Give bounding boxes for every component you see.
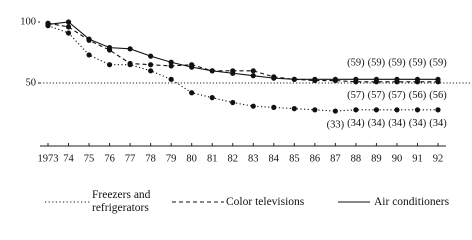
point-label: (59) xyxy=(347,58,365,69)
data-point xyxy=(106,62,113,68)
series-line xyxy=(47,25,438,112)
data-point xyxy=(148,62,154,68)
point-label: (56) xyxy=(409,90,427,101)
data-point xyxy=(106,45,113,51)
x-tick-label: 87 xyxy=(330,153,341,164)
data-point xyxy=(86,52,92,58)
point-label: (33) xyxy=(327,119,345,130)
x-tick-label: 92 xyxy=(433,153,444,164)
data-point xyxy=(332,108,338,114)
data-point xyxy=(271,75,277,81)
x-tick-label: 89 xyxy=(371,153,382,164)
y-tick-label: 100 xyxy=(20,16,36,27)
data-point xyxy=(373,107,380,113)
x-tick-label: 77 xyxy=(125,153,136,164)
x-tick-label: 79 xyxy=(166,153,177,164)
x-tick-label: 88 xyxy=(351,153,362,164)
point-label: (34) xyxy=(409,118,427,129)
x-tick-label: 74 xyxy=(63,153,74,164)
point-label: (34) xyxy=(388,118,406,129)
data-point xyxy=(230,70,236,76)
data-point xyxy=(414,76,421,82)
data-point xyxy=(148,68,154,74)
point-label: (59) xyxy=(429,58,447,69)
x-tick-label: 84 xyxy=(269,153,280,164)
data-point xyxy=(332,76,338,82)
data-point xyxy=(291,76,297,82)
data-point xyxy=(250,103,256,109)
x-tick-label: 78 xyxy=(145,153,156,164)
data-point xyxy=(209,95,215,101)
data-point xyxy=(250,73,256,79)
data-point xyxy=(291,106,297,112)
chart-svg: 50 100 1973 74 75 76 77 78 79 80 81 82 83 84 85 86 87 88 8… xyxy=(20,16,470,203)
data-point xyxy=(168,63,174,69)
data-point xyxy=(65,30,72,36)
data-point xyxy=(168,59,174,65)
data-point xyxy=(209,68,215,74)
data-point xyxy=(127,60,133,67)
x-tick-label: 86 xyxy=(310,153,321,164)
data-point xyxy=(414,107,421,113)
data-point xyxy=(127,46,133,52)
data-point xyxy=(65,24,72,30)
data-point xyxy=(435,76,441,82)
legend-label: Air conditioners xyxy=(374,195,450,208)
legend-label: Freezers and refrigerators xyxy=(92,189,151,214)
point-label: (57) xyxy=(347,90,365,101)
chart: 50 100 1973 74 75 76 77 78 79 80 81 82 83 84 85 86 87 88 8… xyxy=(20,16,470,214)
point-label: (34) xyxy=(368,118,386,129)
series-line xyxy=(47,21,438,80)
data-point xyxy=(189,90,195,96)
data-point xyxy=(312,107,318,113)
point-label: (59) xyxy=(409,58,427,69)
data-point xyxy=(45,21,51,28)
x-tick-label: 80 xyxy=(186,153,197,164)
data-point xyxy=(353,107,359,113)
data-point xyxy=(435,107,441,113)
x-tick-label: 90 xyxy=(392,153,403,164)
data-point xyxy=(65,19,72,25)
point-label: (59) xyxy=(388,58,406,69)
data-point xyxy=(168,76,174,82)
data-point xyxy=(271,104,277,110)
series-line xyxy=(47,22,438,83)
data-point xyxy=(353,76,359,82)
point-label: (34) xyxy=(347,118,365,129)
data-point xyxy=(312,76,318,82)
x-tick-label: 75 xyxy=(84,153,95,164)
data-point xyxy=(189,64,195,70)
data-point xyxy=(230,99,236,106)
point-label: (34) xyxy=(429,118,447,129)
y-tick-label: 50 xyxy=(26,77,37,88)
x-tick-label: 81 xyxy=(207,153,218,164)
x-tick-label: 83 xyxy=(248,153,259,164)
point-label: (57) xyxy=(388,90,406,101)
data-point xyxy=(394,76,400,82)
x-tick-label: 82 xyxy=(227,153,238,164)
x-tick-label: 85 xyxy=(289,153,300,164)
data-point xyxy=(250,68,256,74)
data-point xyxy=(373,76,380,82)
data-point xyxy=(394,107,400,113)
point-label: (59) xyxy=(368,58,386,69)
data-point xyxy=(148,53,154,59)
point-label: (56) xyxy=(429,90,447,101)
x-tick-label: 76 xyxy=(104,153,115,164)
x-tick-label: 91 xyxy=(412,153,423,164)
x-tick-label: 1973 xyxy=(38,153,59,164)
legend-label: Color televisions xyxy=(226,195,305,208)
point-label: (57) xyxy=(368,90,386,101)
data-point xyxy=(86,36,92,42)
